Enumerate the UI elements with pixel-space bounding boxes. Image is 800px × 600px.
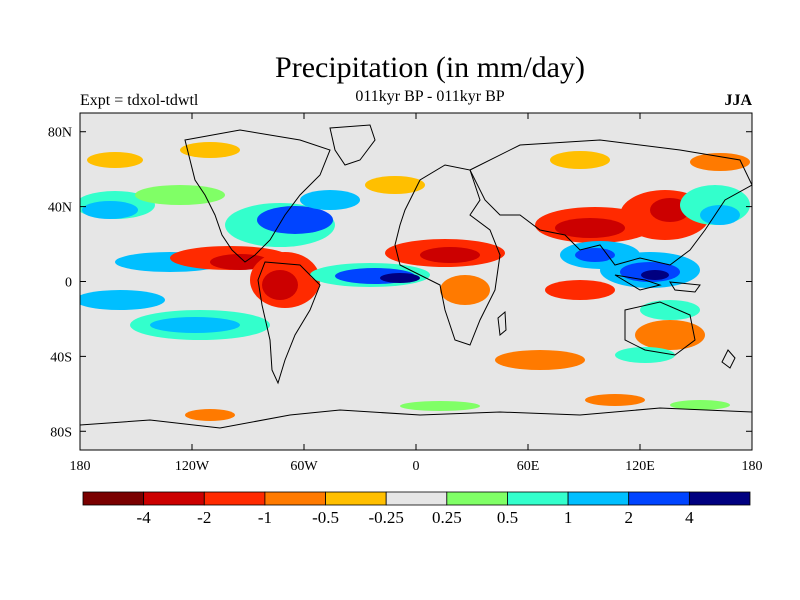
lat-tick-label: 0 — [65, 276, 72, 291]
colorbar-label: 4 — [685, 508, 694, 527]
colorbar-swatch — [143, 491, 205, 506]
colorbar-swatch — [446, 491, 508, 506]
colorbar-label: -0.25 — [368, 508, 403, 527]
season-label: JJA — [724, 92, 752, 109]
lon-tick-label: 180 — [742, 459, 763, 474]
map-title: Precipitation (in mm/day) — [275, 51, 585, 84]
lon-tick-label: 120E — [625, 459, 655, 474]
lat-tick-label: 40S — [50, 350, 72, 365]
colorbar-label: -2 — [197, 508, 211, 527]
lon-tick-label: 120W — [175, 459, 210, 474]
lat-tick-label: 80N — [48, 126, 72, 141]
colorbar-label: 2 — [624, 508, 633, 527]
colorbar-swatch — [264, 491, 326, 506]
lat-tick-label: 80S — [50, 425, 72, 440]
lon-tick-label: 60W — [290, 459, 318, 474]
colorbar-label: -1 — [258, 508, 272, 527]
coastlines — [80, 124, 752, 429]
lon-tick-label: 0 — [413, 459, 420, 474]
colorbar-swatch — [567, 491, 630, 506]
lat-tick-label: 40N — [48, 201, 72, 216]
colorbar-label: -4 — [137, 508, 152, 527]
colorbar-label: -0.5 — [312, 508, 339, 527]
colorbar-label: 0.25 — [432, 508, 462, 527]
colorbar-swatch — [628, 491, 690, 506]
colorbar: -4 -2 -1 -0.5 -0.25 0.25 0.5 1 2 4 — [82, 491, 751, 527]
experiment-label: Expt = tdxol-tdwtl — [80, 92, 199, 109]
colorbar-swatch — [203, 491, 266, 506]
lon-tick-label: 180 — [70, 459, 91, 474]
axis-ticks: 80N 40N 0 40S 80S 180 120W 60W 0 60E 120E 180 — [48, 113, 763, 474]
colorbar-swatch — [82, 491, 145, 506]
colorbar-label: 0.5 — [497, 508, 518, 527]
lon-tick-label: 60E — [517, 459, 540, 474]
map-panel: 80N 40N 0 40S 80S 180 120W 60W 0 60E 120E 180 — [48, 112, 763, 474]
colorbar-swatch — [507, 491, 569, 506]
colorbar-swatch — [385, 491, 448, 506]
colorbar-swatch — [688, 491, 751, 506]
period-label: 011kyr BP - 011kyr BP — [355, 88, 505, 105]
colorbar-swatch — [325, 491, 387, 506]
colorbar-label: 1 — [564, 508, 573, 527]
anomaly-fields — [80, 142, 750, 421]
